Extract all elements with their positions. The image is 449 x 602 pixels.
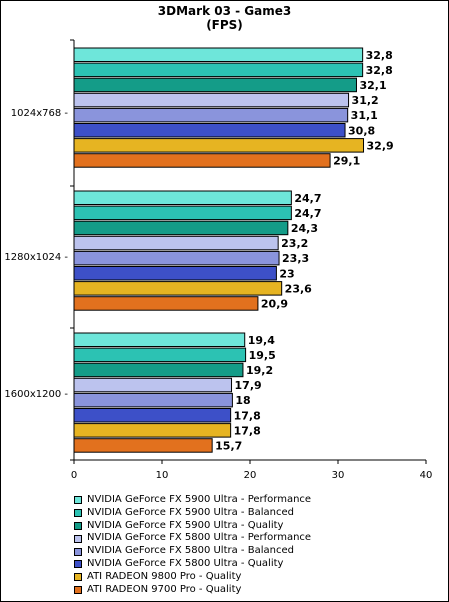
value-label-1600x1200-series-4: 17,9 [235, 379, 262, 392]
bar-1280x1024-series-2 [73, 205, 292, 221]
legend-item-7: ATI RADEON 9800 Pro - Quality [74, 571, 311, 584]
value-label-1024x768-series-8: 29,1 [333, 154, 360, 167]
legend-swatch [74, 521, 82, 530]
bar-1024x768-series-5 [73, 107, 349, 123]
bar-1600x1200-series-8 [73, 438, 213, 453]
value-label-1280x1024-series-8: 20,9 [261, 297, 288, 310]
legend-item-8: ATI RADEON 9700 Pro - Quality [74, 584, 311, 597]
legend-label: ATI RADEON 9800 Pro - Quality [87, 570, 242, 582]
bar-1024x768-series-8 [73, 153, 331, 168]
legend: NVIDIA GeForce FX 5900 Ultra - Performan… [74, 494, 311, 596]
bar-1280x1024-series-5 [73, 250, 280, 266]
legend-item-1: NVIDIA GeForce FX 5900 Ultra - Performan… [74, 494, 311, 507]
bar-1600x1200-series-7 [73, 423, 232, 438]
bar-1024x768-series-4 [73, 92, 350, 108]
value-label-1024x768-series-3: 32,1 [359, 79, 386, 92]
value-label-1280x1024-series-1: 24,7 [294, 192, 321, 205]
x-tick-label-30: 30 [332, 470, 345, 481]
value-label-1280x1024-series-7: 23,6 [285, 282, 312, 295]
value-label-1280x1024-series-4: 23,2 [281, 237, 308, 250]
value-label-1280x1024-series-2: 24,7 [294, 207, 321, 220]
legend-swatch [74, 585, 82, 594]
value-label-1024x768-series-5: 31,1 [351, 109, 378, 122]
legend-item-3: NVIDIA GeForce FX 5900 Ultra - Quality [74, 520, 311, 533]
bars-layer [73, 47, 365, 453]
bar-1280x1024-series-1 [73, 190, 292, 205]
bar-1600x1200-series-2 [73, 347, 247, 363]
legend-label: ATI RADEON 9700 Pro - Quality [87, 583, 242, 595]
value-label-1024x768-series-1: 32,8 [366, 49, 393, 62]
value-label-1280x1024-series-3: 24,3 [291, 222, 318, 235]
bar-1280x1024-series-8 [73, 296, 259, 311]
axes-layer: 1024x768 - 1280x1024 - 1600x1200 - 0 10 20 30 4… [4, 39, 433, 481]
chart-subtitle: (FPS) [206, 18, 243, 32]
value-label-1600x1200-series-1: 19,4 [248, 334, 275, 347]
legend-swatch [74, 496, 82, 505]
legend-item-5: NVIDIA GeForce FX 5800 Ultra - Balanced [74, 545, 311, 558]
value-label-1600x1200-series-3: 19,2 [246, 364, 273, 377]
x-tick-label-40: 40 [420, 470, 433, 481]
bar-chart: 32,8 32,8 32,1 31,2 31,1 30,8 32,9 29,1 24,7 24,7… [4, 39, 433, 481]
legend-swatch [74, 509, 82, 518]
x-tick-label-20: 20 [244, 470, 257, 481]
bar-1024x768-series-1 [73, 47, 364, 62]
legend-item-4: NVIDIA GeForce FX 5800 Ultra - Performan… [74, 532, 311, 545]
value-label-1600x1200-series-8: 15,7 [215, 439, 242, 452]
value-label-1024x768-series-6: 30,8 [348, 124, 375, 137]
value-label-1280x1024-series-6: 23 [279, 267, 294, 280]
legend-swatch [74, 547, 82, 556]
legend-swatch [74, 560, 82, 569]
x-tick-label-10: 10 [156, 470, 169, 481]
value-label-1024x768-series-7: 32,9 [367, 139, 394, 152]
value-label-1600x1200-series-7: 17,8 [234, 424, 261, 437]
bar-1280x1024-series-4 [73, 235, 279, 251]
bar-1600x1200-series-3 [73, 362, 244, 378]
legend-label: NVIDIA GeForce FX 5800 Ultra - Balanced [87, 545, 294, 557]
legend-label: NVIDIA GeForce FX 5800 Ultra - Performan… [87, 532, 312, 544]
legend-swatch [74, 534, 82, 543]
bar-1600x1200-series-6 [73, 408, 232, 423]
legend-label: NVIDIA GeForce FX 5900 Ultra - Quality [87, 519, 284, 531]
bar-1280x1024-series-7 [73, 281, 283, 296]
legend-swatch [74, 573, 82, 582]
legend-label: NVIDIA GeForce FX 5800 Ultra - Quality [87, 557, 284, 569]
value-label-1024x768-series-2: 32,8 [366, 64, 393, 77]
legend-label: NVIDIA GeForce FX 5900 Ultra - Balanced [87, 506, 294, 518]
legend-item-6: NVIDIA GeForce FX 5800 Ultra - Quality [74, 558, 311, 571]
value-label-1024x768-series-4: 31,2 [352, 94, 379, 107]
bar-1024x768-series-7 [73, 138, 365, 153]
y-tick-label-1280x1024: 1280x1024 - [4, 252, 68, 263]
bar-1600x1200-series-5 [73, 392, 233, 408]
bar-1280x1024-series-3 [73, 220, 289, 236]
y-tick-label-1024x768: 1024x768 - [11, 108, 69, 119]
y-tick-label-1600x1200: 1600x1200 - [4, 389, 68, 400]
legend-item-2: NVIDIA GeForce FX 5900 Ultra - Balanced [74, 507, 311, 520]
bar-1024x768-series-3 [73, 77, 357, 93]
bar-1600x1200-series-1 [73, 332, 246, 347]
value-label-1600x1200-series-5: 18 [235, 394, 250, 407]
bar-1024x768-series-6 [73, 123, 346, 138]
chart-title: 3DMark 03 - Game3 [157, 4, 292, 18]
value-labels-layer: 32,8 32,8 32,1 31,2 31,1 30,8 32,9 29,1 24,7 24,7… [215, 49, 394, 453]
value-label-1280x1024-series-5: 23,3 [282, 252, 309, 265]
legend-label: NVIDIA GeForce FX 5900 Ultra - Performan… [87, 494, 312, 505]
bar-1600x1200-series-4 [73, 377, 233, 393]
bar-1280x1024-series-6 [73, 266, 277, 281]
x-tick-label-0: 0 [71, 470, 77, 481]
bar-1024x768-series-2 [73, 62, 364, 78]
chart-title-block: 3DMark 03 - Game3 (FPS) [0, 4, 449, 32]
value-label-1600x1200-series-2: 19,5 [249, 349, 276, 362]
value-label-1600x1200-series-6: 17,8 [234, 409, 261, 422]
